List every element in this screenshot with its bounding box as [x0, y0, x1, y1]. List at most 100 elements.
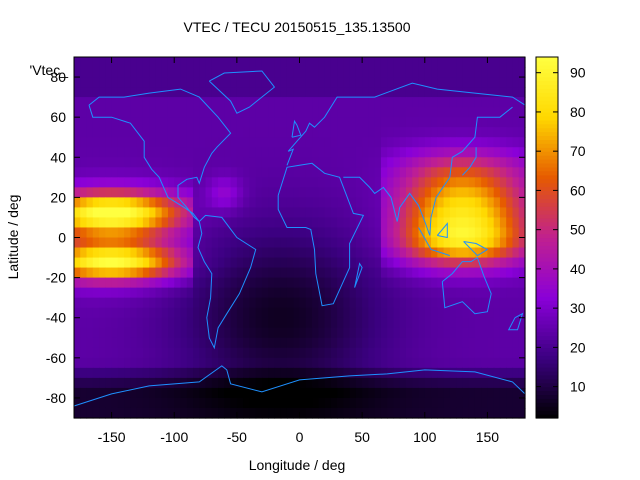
- heatmap-cell: [124, 297, 131, 309]
- heatmap-cell: [249, 167, 257, 178]
- heatmap-cell: [493, 297, 501, 309]
- colorbar-segment: [536, 139, 558, 144]
- heatmap-cell: [111, 127, 119, 138]
- heatmap-cell: [374, 227, 382, 239]
- coastline-path: [418, 227, 450, 257]
- heatmap-cell: [387, 297, 395, 309]
- heatmap-cell: [218, 377, 225, 389]
- heatmap-cell: [412, 237, 420, 249]
- heatmap-cell: [167, 277, 175, 289]
- heatmap-cell: [462, 357, 470, 369]
- heatmap-cell: [493, 157, 501, 168]
- heatmap-cell: [424, 167, 432, 178]
- heatmap-cell: [105, 117, 113, 128]
- heatmap-cell: [374, 107, 382, 118]
- heatmap-cell: [387, 267, 395, 279]
- heatmap-cell: [286, 237, 294, 249]
- heatmap-cell: [117, 337, 125, 349]
- heatmap-cell: [80, 257, 88, 269]
- heatmap-cells: [74, 57, 526, 419]
- heatmap-cell: [499, 87, 507, 98]
- heatmap-cell: [124, 217, 131, 229]
- heatmap-cell: [506, 277, 514, 289]
- heatmap-cell: [274, 207, 282, 219]
- heatmap-cell: [374, 357, 382, 369]
- heatmap-cell: [193, 257, 200, 269]
- heatmap-cell: [142, 387, 150, 399]
- heatmap-cell: [230, 127, 238, 138]
- heatmap-cell: [299, 307, 307, 319]
- heatmap-cell: [506, 307, 514, 319]
- heatmap-cell: [274, 87, 282, 98]
- heatmap-cell: [74, 107, 81, 118]
- heatmap-cell: [249, 377, 257, 389]
- heatmap-cell: [380, 367, 388, 379]
- heatmap-cell: [274, 327, 282, 339]
- heatmap-cell: [418, 217, 426, 229]
- heatmap-cell: [506, 377, 514, 389]
- heatmap-cell: [199, 407, 207, 419]
- heatmap-cell: [111, 57, 119, 68]
- heatmap-cell: [155, 367, 163, 379]
- heatmap-cell: [305, 407, 313, 419]
- heatmap-cell: [186, 77, 194, 88]
- heatmap-cell: [349, 197, 357, 209]
- heatmap-cell: [468, 187, 476, 198]
- heatmap-cell: [487, 177, 495, 188]
- heatmap-cell: [268, 167, 276, 178]
- heatmap-cell: [80, 387, 88, 399]
- heatmap-cell: [443, 147, 451, 158]
- heatmap-cell: [243, 157, 250, 168]
- heatmap-cell: [268, 107, 276, 118]
- heatmap-cell: [431, 267, 438, 279]
- heatmap-cell: [167, 157, 175, 168]
- heatmap-cell: [493, 307, 501, 319]
- heatmap-cell: [481, 397, 489, 409]
- heatmap-cell: [130, 317, 138, 329]
- heatmap-cell: [380, 377, 388, 389]
- heatmap-cell: [305, 327, 313, 339]
- heatmap-cell: [249, 217, 257, 229]
- heatmap-cell: [462, 147, 470, 158]
- heatmap-cell: [355, 377, 363, 389]
- heatmap-cell: [493, 277, 501, 289]
- heatmap-cell: [443, 407, 451, 419]
- heatmap-cell: [199, 247, 207, 259]
- heatmap-cell: [136, 277, 144, 289]
- heatmap-cell: [193, 117, 200, 128]
- heatmap-cell: [268, 267, 276, 279]
- heatmap-cell: [362, 167, 369, 178]
- heatmap-cell: [437, 377, 445, 389]
- heatmap-cell: [299, 127, 307, 138]
- heatmap-cell: [130, 77, 138, 88]
- heatmap-cell: [312, 227, 319, 239]
- heatmap-cell: [236, 397, 244, 409]
- heatmap-cell: [481, 337, 489, 349]
- heatmap-cell: [412, 347, 420, 359]
- heatmap-cell: [167, 327, 175, 339]
- heatmap-cell: [443, 117, 451, 128]
- heatmap-cell: [424, 177, 432, 188]
- heatmap-cell: [487, 397, 495, 409]
- heatmap-cell: [211, 297, 219, 309]
- heatmap-cell: [111, 357, 119, 369]
- heatmap-cell: [399, 367, 407, 379]
- heatmap-cell: [261, 157, 269, 168]
- heatmap-cell: [499, 347, 507, 359]
- heatmap-cell: [186, 397, 194, 409]
- heatmap-cell: [449, 337, 457, 349]
- heatmap-cell: [355, 117, 363, 128]
- heatmap-cell: [193, 97, 200, 108]
- heatmap-cell: [355, 167, 363, 178]
- heatmap-cell: [399, 247, 407, 259]
- heatmap-cell: [312, 317, 319, 329]
- heatmap-cell: [142, 197, 150, 209]
- heatmap-cell: [462, 407, 470, 419]
- heatmap-cell: [462, 107, 470, 118]
- heatmap-cell: [343, 307, 351, 319]
- heatmap-cell: [387, 337, 395, 349]
- heatmap-cell: [286, 107, 294, 118]
- heatmap-cell: [161, 327, 169, 339]
- heatmap-cell: [174, 87, 182, 98]
- heatmap-cell: [274, 157, 282, 168]
